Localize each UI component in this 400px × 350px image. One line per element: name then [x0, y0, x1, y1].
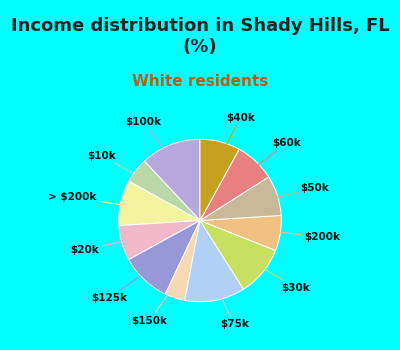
Text: $10k: $10k — [88, 151, 156, 187]
Wedge shape — [119, 220, 200, 260]
Wedge shape — [185, 220, 244, 302]
Wedge shape — [129, 161, 200, 220]
Text: $60k: $60k — [238, 139, 301, 180]
Text: $40k: $40k — [214, 113, 255, 167]
Wedge shape — [144, 139, 200, 220]
Wedge shape — [200, 139, 239, 220]
Wedge shape — [200, 215, 281, 250]
Wedge shape — [200, 177, 281, 220]
Text: $125k: $125k — [92, 261, 162, 302]
Wedge shape — [119, 181, 200, 226]
Wedge shape — [165, 220, 200, 300]
Text: $20k: $20k — [70, 236, 147, 255]
Text: White residents: White residents — [132, 74, 268, 89]
Text: $50k: $50k — [252, 183, 329, 203]
Text: $100k: $100k — [125, 117, 180, 169]
Wedge shape — [129, 220, 200, 294]
Text: Income distribution in Shady Hills, FL
(%): Income distribution in Shady Hills, FL (… — [11, 17, 389, 56]
Wedge shape — [200, 149, 269, 220]
Text: $75k: $75k — [210, 275, 249, 329]
Text: $30k: $30k — [242, 256, 310, 293]
Text: $200k: $200k — [254, 229, 340, 242]
Text: $150k: $150k — [131, 273, 183, 326]
Text: > $200k: > $200k — [48, 193, 146, 209]
Wedge shape — [200, 220, 276, 289]
